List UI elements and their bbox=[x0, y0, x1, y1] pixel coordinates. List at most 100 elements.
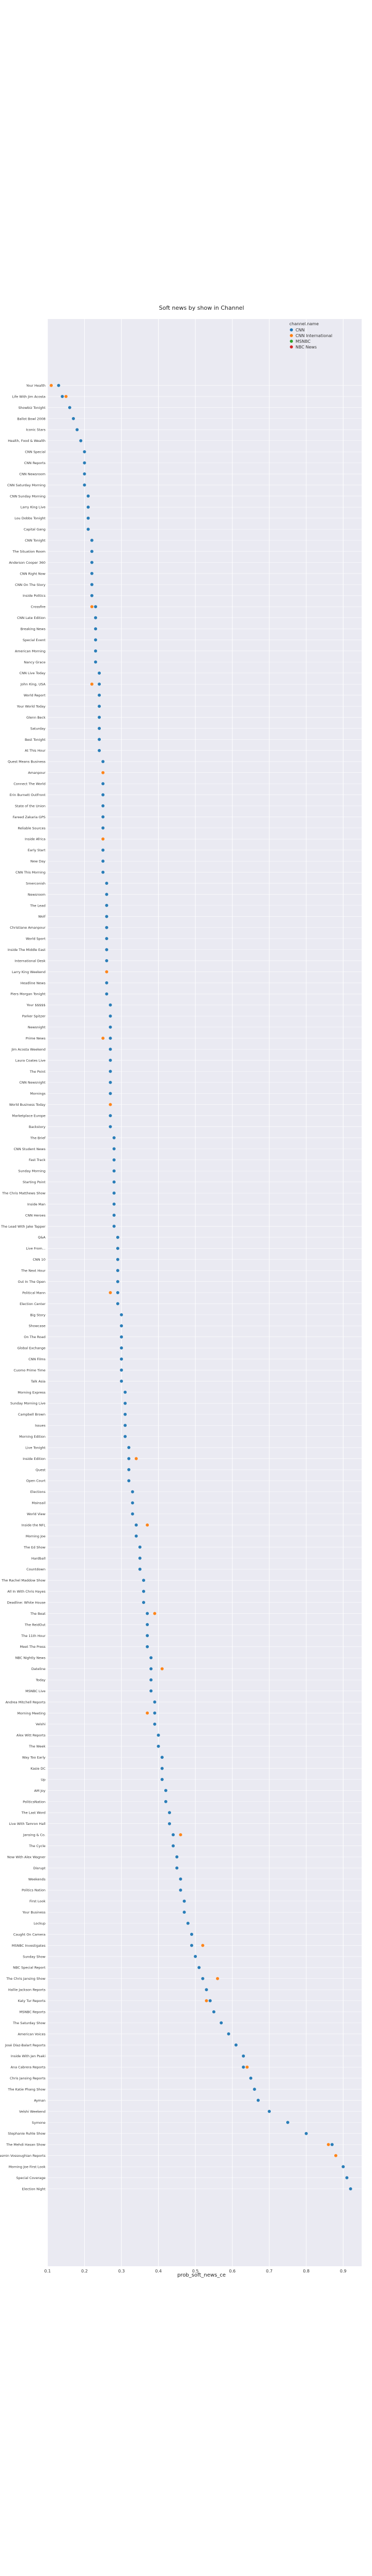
data-point bbox=[86, 505, 90, 509]
data-point bbox=[182, 1911, 186, 1914]
y-tick-label: Elections bbox=[30, 1490, 46, 1494]
y-tick-label: Politics Nation bbox=[22, 1888, 45, 1893]
y-tick-label: Mainsail bbox=[32, 1501, 46, 1505]
data-point bbox=[116, 1291, 119, 1294]
y-tick-label: Newsnight bbox=[28, 1025, 46, 1029]
data-point bbox=[242, 2054, 245, 2058]
y-tick-label: Way Too Early bbox=[22, 1756, 45, 1760]
data-point bbox=[109, 1025, 112, 1029]
y-tick-label: Issues bbox=[35, 1424, 46, 1428]
y-tick-label: Your World Today bbox=[17, 705, 46, 709]
y-tick-label: Velshi bbox=[36, 1722, 45, 1726]
y-tick-label: Live With Tamron Hall bbox=[9, 1822, 45, 1826]
data-point bbox=[286, 2121, 289, 2124]
x-tick-label: 0.6 bbox=[229, 2269, 236, 2273]
data-point bbox=[98, 693, 101, 697]
y-tick-label: Morning Joe First Look bbox=[9, 2165, 46, 2169]
chart-title: Soft news by show in Channel bbox=[159, 305, 244, 311]
data-point bbox=[101, 870, 105, 874]
data-point bbox=[164, 1789, 167, 1792]
data-point bbox=[212, 2010, 215, 2014]
y-tick-label: Kasie DC bbox=[30, 1767, 45, 1771]
data-point bbox=[98, 738, 101, 741]
data-point bbox=[123, 1435, 127, 1438]
data-point bbox=[116, 1269, 119, 1273]
y-tick-label: Amanpour bbox=[28, 771, 45, 775]
y-tick-label: All In With Chris Hayes bbox=[7, 1589, 45, 1594]
y-tick-label: Now With Alex Wagner bbox=[7, 1855, 45, 1859]
data-point bbox=[112, 1191, 116, 1195]
data-point bbox=[120, 1357, 123, 1361]
data-point bbox=[123, 1424, 127, 1427]
y-tick-label: Showbiz Tonight bbox=[18, 406, 45, 410]
data-point bbox=[142, 1601, 145, 1604]
legend-marker bbox=[290, 328, 293, 331]
data-point bbox=[60, 395, 64, 399]
y-tick-label: Ana Cabrera Reports bbox=[11, 2065, 46, 2070]
data-point bbox=[120, 1369, 123, 1372]
y-tick-label: Sunday Morning Live bbox=[10, 1402, 45, 1406]
y-tick-label: CNN Special bbox=[25, 450, 45, 454]
y-tick-label: Anderson Cooper 360 bbox=[9, 561, 45, 565]
y-tick-label: NBC Special Report bbox=[13, 1966, 45, 1970]
data-point bbox=[168, 1822, 172, 1825]
y-tick-label: Nancy Grace bbox=[24, 660, 45, 664]
y-tick-label: Backstory bbox=[29, 1125, 45, 1129]
data-point bbox=[245, 2065, 249, 2069]
data-point bbox=[168, 1811, 172, 1815]
y-tick-label: The Chris Matthews Show bbox=[2, 1191, 46, 1196]
data-point bbox=[90, 583, 94, 586]
y-tick-label: Alex Witt Reports bbox=[17, 1734, 46, 1738]
legend-entry: MSNBC bbox=[296, 339, 311, 344]
y-tick-label: State of the Union bbox=[15, 804, 45, 808]
data-point bbox=[109, 1058, 112, 1062]
y-tick-label: Your Health bbox=[26, 384, 45, 388]
data-point bbox=[349, 2187, 352, 2190]
data-point bbox=[146, 1645, 149, 1648]
x-tick-label: 0.9 bbox=[340, 2269, 347, 2273]
y-tick-label: Caught On Camera bbox=[13, 1932, 45, 1936]
data-point bbox=[179, 1877, 182, 1881]
y-tick-label: CNN Late Edition bbox=[17, 616, 45, 620]
data-point bbox=[105, 926, 109, 929]
y-tick-label: Reliable Sources bbox=[18, 826, 45, 830]
y-tick-label: Disrupt bbox=[33, 1866, 45, 1870]
data-point bbox=[160, 1756, 164, 1759]
y-tick-label: The Situation Room bbox=[12, 549, 45, 553]
data-point bbox=[109, 1080, 112, 1084]
y-tick-label: The Beat bbox=[30, 1612, 46, 1616]
data-point bbox=[197, 1966, 201, 1969]
data-point bbox=[234, 2043, 238, 2047]
data-point bbox=[153, 1711, 157, 1715]
y-tick-label: Fast Track bbox=[29, 1158, 45, 1162]
data-point bbox=[101, 1037, 105, 1040]
y-tick-label: CNN On The Story bbox=[15, 583, 45, 587]
y-tick-label: International Desk bbox=[14, 959, 45, 963]
y-tick-label: American Voices bbox=[18, 2032, 45, 2036]
data-point bbox=[50, 384, 53, 387]
y-tick-label: Quest bbox=[36, 1468, 46, 1472]
y-tick-label: John King, USA bbox=[20, 682, 46, 687]
y-tick-label: Cuomo Prime Time bbox=[13, 1368, 45, 1372]
data-point bbox=[109, 1092, 112, 1095]
y-tick-label: Showcase bbox=[29, 1324, 45, 1328]
data-point bbox=[146, 1623, 149, 1626]
data-point bbox=[98, 682, 101, 686]
data-point bbox=[127, 1446, 131, 1450]
data-point bbox=[127, 1457, 131, 1460]
data-point bbox=[220, 2021, 223, 2025]
data-point bbox=[142, 1579, 145, 1582]
data-point bbox=[164, 1800, 167, 1803]
data-point bbox=[256, 2098, 260, 2102]
y-tick-label: José Díaz-Balart Reports bbox=[5, 2043, 46, 2047]
y-tick-label: Morning Express bbox=[18, 1390, 45, 1394]
y-tick-label: CNN Reports bbox=[24, 461, 46, 465]
y-tick-label: Ayman bbox=[34, 2098, 45, 2103]
data-point bbox=[98, 705, 101, 708]
data-point bbox=[268, 2109, 271, 2113]
y-tick-label: The Chris Jansing Show bbox=[6, 1977, 45, 1981]
data-point bbox=[94, 638, 97, 642]
data-point bbox=[160, 1778, 164, 1781]
y-tick-label: World Report bbox=[24, 693, 46, 697]
data-point bbox=[109, 1003, 112, 1007]
